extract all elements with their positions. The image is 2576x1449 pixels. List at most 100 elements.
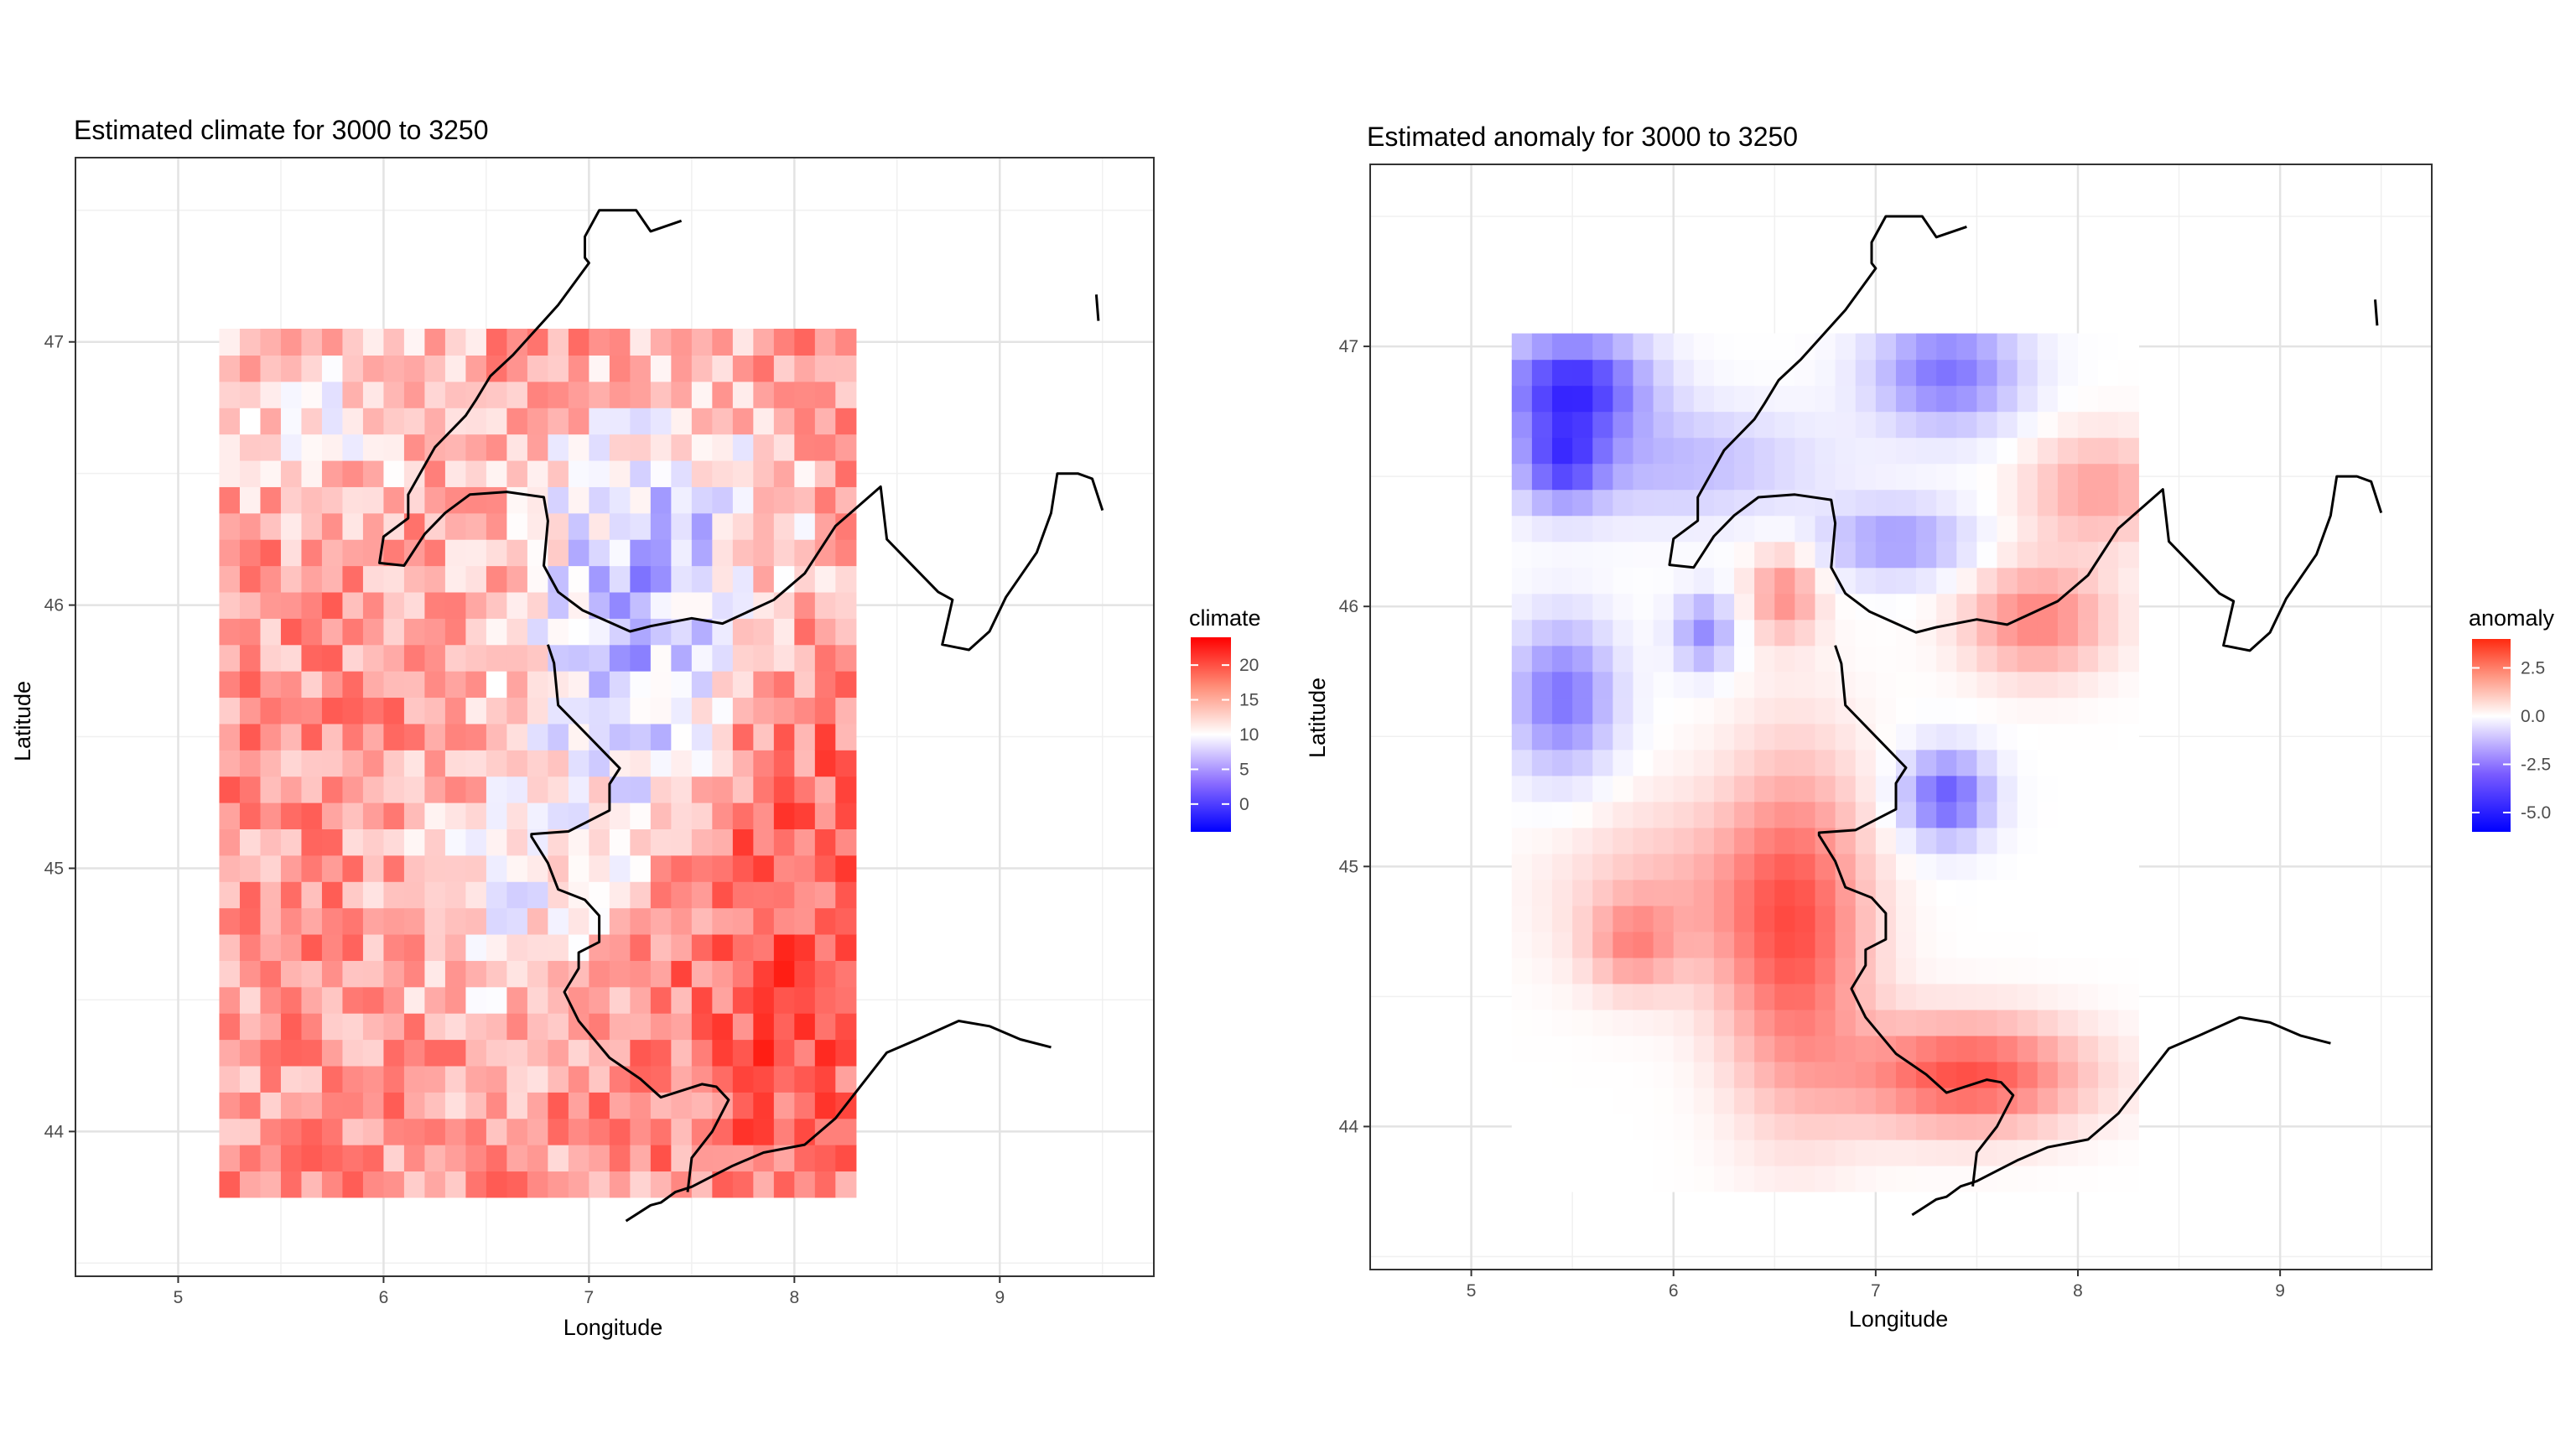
heatmap-cell: [1956, 385, 1978, 413]
heatmap-cell: [794, 1118, 816, 1145]
heatmap-cell: [1895, 645, 1917, 673]
heatmap-cell: [383, 1118, 405, 1145]
heatmap-cell: [2037, 775, 2059, 802]
heatmap-cell: [753, 1092, 775, 1119]
heatmap-cell: [424, 1039, 446, 1067]
heatmap-cell: [280, 539, 303, 567]
heatmap-cell: [1774, 1087, 1795, 1114]
heatmap-cell: [1855, 437, 1877, 465]
heatmap-cell: [1794, 931, 1816, 958]
heatmap-cell: [444, 591, 467, 619]
heatmap-cell: [2037, 671, 2059, 699]
heatmap-cell: [1713, 411, 1735, 439]
heatmap-cell: [362, 1171, 385, 1198]
heatmap-cell: [239, 671, 262, 699]
heatmap-cell: [1613, 957, 1634, 984]
heatmap-cell: [2118, 1009, 2139, 1036]
heatmap-cell: [2078, 801, 2099, 828]
heatmap-cell: [814, 644, 836, 672]
heatmap-cell: [2017, 359, 2038, 387]
heatmap-cell: [548, 512, 569, 540]
heatmap-cell: [527, 329, 548, 356]
heatmap-cell: [2017, 463, 2038, 491]
heatmap-cell: [589, 828, 610, 856]
heatmap-cell: [1734, 853, 1755, 880]
legend-title: climate: [1189, 605, 1261, 631]
heatmap-cell: [1774, 567, 1795, 595]
heatmap-cell: [301, 1118, 323, 1145]
heatmap-cell: [1552, 957, 1573, 984]
heatmap-cell: [1511, 515, 1533, 543]
heatmap-cell: [1976, 541, 1998, 569]
heatmap-cell: [732, 460, 754, 487]
heatmap-cell: [301, 907, 323, 935]
heatmap-cell: [2118, 359, 2139, 387]
heatmap-cell: [1511, 697, 1533, 724]
heatmap-cell: [260, 802, 282, 829]
heatmap-cell: [650, 907, 672, 935]
heatmap-cell: [773, 1013, 795, 1041]
heatmap-cell: [403, 355, 426, 382]
heatmap-cell: [548, 618, 569, 646]
heatmap-cell: [1713, 801, 1735, 828]
heatmap-cell: [1976, 983, 1998, 1010]
heatmap-cell: [301, 1013, 323, 1041]
heatmap-cell: [383, 907, 405, 935]
heatmap-cell: [1815, 1061, 1836, 1088]
heatmap-cell: [424, 933, 446, 961]
heatmap-cell: [814, 854, 836, 882]
heatmap-cell: [814, 486, 836, 514]
heatmap-cell: [1754, 645, 1775, 673]
heatmap-cell: [773, 854, 795, 882]
heatmap-cell: [2098, 385, 2119, 413]
heatmap-cell: [1734, 1009, 1755, 1036]
heatmap-cell: [2118, 489, 2139, 517]
heatmap-cell: [1916, 749, 1937, 776]
heatmap-cell: [1794, 1113, 1816, 1140]
heatmap-cell: [1855, 1009, 1877, 1036]
heatmap-cell: [2037, 1035, 2059, 1062]
heatmap-cell: [2078, 1113, 2099, 1140]
heatmap-cell: [1673, 749, 1695, 776]
heatmap-cell: [671, 828, 693, 856]
heatmap-cell: [301, 776, 323, 803]
heatmap-cell: [506, 486, 528, 514]
heatmap-cell: [1815, 723, 1836, 750]
heatmap-cell: [671, 933, 693, 961]
heatmap-cell: [444, 697, 467, 724]
heatmap-cell: [1835, 619, 1857, 647]
heatmap-cell: [2078, 489, 2099, 517]
heatmap-cell: [1693, 1035, 1715, 1062]
heatmap-cell: [814, 591, 836, 619]
heatmap-cell: [835, 355, 857, 382]
heatmap-cell: [1713, 697, 1735, 724]
heatmap-cell: [301, 1092, 323, 1119]
heatmap-cell: [465, 697, 487, 724]
heatmap-cell: [773, 802, 795, 829]
heatmap-cell: [362, 434, 385, 461]
heatmap-cell: [548, 1092, 569, 1119]
heatmap-cell: [2078, 1061, 2099, 1088]
heatmap-cell: [2078, 827, 2099, 854]
heatmap-cell: [1794, 879, 1816, 906]
heatmap-cell: [486, 776, 507, 803]
heatmap-cell: [342, 960, 364, 988]
heatmap-cell: [1531, 853, 1553, 880]
heatmap-cell: [280, 512, 303, 540]
heatmap-cell: [486, 933, 507, 961]
heatmap-cell: [321, 960, 344, 988]
heatmap-cell: [568, 408, 589, 435]
heatmap-cell: [1633, 827, 1654, 854]
heatmap-cell: [2098, 931, 2119, 958]
heatmap-cell: [691, 381, 713, 408]
heatmap-cell: [691, 933, 713, 961]
heatmap-cell: [1713, 385, 1735, 413]
heatmap-cell: [1754, 593, 1775, 621]
heatmap-cell: [1613, 437, 1634, 465]
heatmap-cell: [1633, 957, 1654, 984]
heatmap-cell: [1774, 1061, 1795, 1088]
heatmap-cell: [506, 854, 528, 882]
heatmap-cell: [1552, 385, 1573, 413]
heatmap-cell: [321, 1013, 344, 1041]
heatmap-cell: [609, 671, 631, 699]
